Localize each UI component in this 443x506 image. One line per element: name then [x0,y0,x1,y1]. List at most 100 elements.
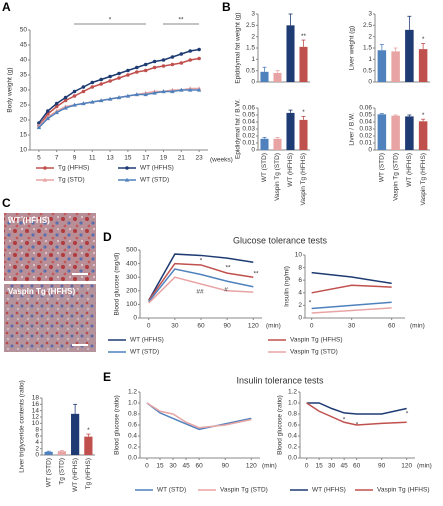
point [99,77,103,82]
series-line [38,48,200,124]
legend-label: WT (HFHS) [312,487,346,494]
legend-label: Vaspin Tg (HFHS) [290,337,343,344]
legend-label: Tg (STD) [58,177,85,184]
x-tick-label: 9 [73,155,77,162]
x-tick-label: WT (HFHS) [406,153,413,187]
bar [299,119,308,150]
x-tick-label: 13 [106,155,114,162]
bar [260,138,269,150]
x-tick-label: 15 [156,463,164,470]
point [72,94,77,98]
y-tick-label: 500 [126,247,137,254]
x-tick-label: 0 [310,323,314,330]
histology-image [4,284,96,352]
x-tick-label: 5 [37,155,41,162]
y-tick-label: 0.02 [359,133,372,140]
y-tick-label: 10 [20,147,28,154]
annotation: * [109,17,112,24]
y-tick-label: 100 [126,301,137,308]
annotation: ## [196,289,204,296]
point [99,82,103,86]
point [116,95,122,100]
point [126,73,130,77]
annotation: # [224,287,228,294]
legend-label: WT (STD) [130,349,159,356]
y-tick-label: 35 [20,72,28,79]
y-tick-label: 0.03 [242,126,255,133]
y-axis-label: Epididymal fat weight (g) [235,12,242,83]
point [161,89,166,94]
y-tick-label: 0.01 [242,140,255,147]
point [188,87,193,92]
point [37,121,41,125]
point [152,59,157,64]
bar [71,413,80,455]
y-tick-label: 0.06 [242,105,255,112]
y-tick-label: 1.5 [363,45,372,52]
y-tick-label: 0 [133,315,137,322]
y-tick-label: 0.8 [128,411,137,418]
y-tick-label: 1.2 [128,389,137,396]
y-tick-label: 0.05 [242,112,255,119]
series-line [306,402,407,426]
point [143,92,148,97]
point [134,92,139,97]
y-tick-label: 8 [35,426,39,433]
bar [286,112,295,150]
point [99,98,104,103]
series-line [311,271,392,285]
legend-label: Vaspin Tg (HFHS) [377,487,430,494]
legend-label: WT (STD) [140,177,169,184]
y-tick-label: 4 [298,290,302,297]
x-tick-label: Tg (HFHS) [85,458,92,489]
point [108,79,112,83]
panel-label: B [222,0,231,14]
y-tick-label: 16 [32,401,40,408]
bar [377,114,387,150]
x-tick-label: 19 [160,155,168,162]
y-tick-label: 0 [298,315,302,322]
x-tick-label: 60 [353,463,361,470]
panel-label: A [2,0,11,14]
x-tick-label: 30 [328,463,336,470]
annotation: * [422,36,425,43]
y-tick-label: 0.4 [288,433,297,440]
y-tick-label: 50 [20,27,28,34]
y-tick-label: 6 [298,277,302,284]
y-tick-label: 300 [126,274,137,281]
bar [273,72,282,82]
y-tick-label: 0.01 [359,140,372,147]
point [63,98,68,103]
legend-label: WT (HFHS) [140,165,174,172]
annotation: ** [253,271,259,278]
annotation: * [356,422,359,429]
point [117,76,121,80]
point [81,89,86,94]
y-axis-label: Blood glucose (mg/dl) [114,253,121,316]
bar [418,49,428,82]
x-tick-label: 90 [378,463,386,470]
x-tick-label: 60 [196,463,204,470]
y-tick-label: 0.6 [128,422,137,429]
y-tick-label: 2 [251,33,255,40]
y-tick-label: 15 [20,132,28,139]
bar [260,71,269,82]
y-tick-label: 0.4 [128,433,137,440]
y-tick-label: 30 [20,87,28,94]
y-tick-label: 40 [20,57,28,64]
point [107,96,113,101]
point [90,85,95,89]
x-tick-label: 7 [55,155,59,162]
series-line [38,57,200,127]
series-line [146,402,252,431]
point [45,116,50,121]
panel-label: D [103,230,112,244]
x-axis-label: (weeks) [210,157,233,164]
x-tick-label: WT (STD) [261,153,268,182]
y-tick-label: 6 [35,433,39,440]
point [90,80,95,85]
y-tick-label: 1 [251,56,255,63]
y-tick-label: 0.0 [128,455,137,462]
panel-label: E [103,370,111,384]
legend-marker [43,166,47,170]
